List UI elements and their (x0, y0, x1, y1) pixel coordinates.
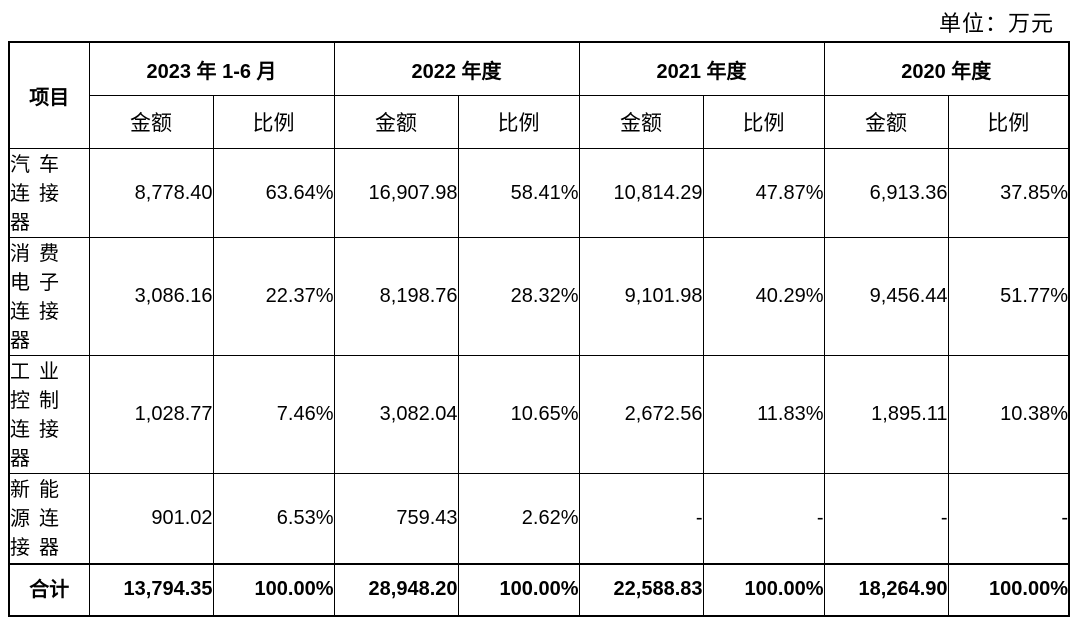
ratio-cell: 10.38% (947, 355, 1070, 474)
total-ratio-cell: 100.00% (212, 562, 335, 616)
amount-cell: 3,082.04 (333, 355, 459, 474)
table-row-industrial-control-connectors: 工业控制连接器 1,028.77 7.46% 3,082.04 10.65% 2… (8, 355, 1070, 474)
ratio-header: 比例 (702, 95, 825, 149)
header-row-periods: 项目 2023 年 1-6 月 2022 年度 2021 年度 2020 年度 (8, 41, 1070, 149)
ratio-cell: 51.77% (947, 237, 1070, 356)
amount-cell: - (578, 473, 704, 564)
total-amount-cell: 28,948.20 (333, 562, 459, 616)
amount-cell: 2,672.56 (578, 355, 704, 474)
amount-cell: 9,101.98 (578, 237, 704, 356)
total-ratio-cell: 100.00% (947, 562, 1070, 616)
ratio-cell: 58.41% (457, 148, 580, 238)
total-amount-cell: 13,794.35 (88, 562, 214, 616)
ratio-cell: 47.87% (702, 148, 825, 238)
amount-cell: 9,456.44 (823, 237, 949, 356)
header-row-metrics: 金额 比例 金额 比例 金额 比例 金额 比例 (9, 95, 1070, 149)
ratio-cell: 7.46% (212, 355, 335, 474)
period-header: 2022 年度 (333, 41, 580, 96)
row-label: 工业控制连接器 (8, 355, 90, 474)
total-ratio-cell: 100.00% (457, 562, 580, 616)
table-row-new-energy-connectors: 新能源连接器 901.02 6.53% 759.43 2.62% - - - - (8, 473, 1070, 564)
total-label: 合计 (8, 562, 90, 616)
amount-cell: 901.02 (88, 473, 214, 564)
amount-cell: 10,814.29 (578, 148, 704, 238)
row-label: 消费电子连接器 (8, 237, 90, 356)
amount-cell: 6,913.36 (823, 148, 949, 238)
item-header: 项目 (8, 41, 90, 149)
amount-cell: 1,028.77 (88, 355, 214, 474)
ratio-cell: 11.83% (702, 355, 825, 474)
amount-cell: 8,198.76 (333, 237, 459, 356)
ratio-cell: 37.85% (947, 148, 1070, 238)
period-header: 2021 年度 (578, 41, 825, 96)
ratio-cell: 40.29% (702, 237, 825, 356)
ratio-cell: 10.65% (457, 355, 580, 474)
table-row-consumer-electronics-connectors: 消费电子连接器 3,086.16 22.37% 8,198.76 28.32% … (8, 237, 1070, 356)
amount-header: 金额 (823, 95, 949, 149)
amount-header: 金额 (88, 95, 214, 149)
revenue-by-product-table: 项目 2023 年 1-6 月 2022 年度 2021 年度 2020 年度 … (8, 41, 1071, 617)
amount-cell: 759.43 (333, 473, 459, 564)
ratio-cell: - (947, 473, 1070, 564)
ratio-header: 比例 (947, 95, 1070, 149)
ratio-cell: - (702, 473, 825, 564)
amount-header: 金额 (578, 95, 704, 149)
amount-cell: 16,907.98 (333, 148, 459, 238)
ratio-cell: 22.37% (212, 237, 335, 356)
total-ratio-cell: 100.00% (702, 562, 825, 616)
ratio-header: 比例 (212, 95, 335, 149)
amount-header: 金额 (333, 95, 459, 149)
amount-cell: 3,086.16 (88, 237, 214, 356)
ratio-cell: 2.62% (457, 473, 580, 564)
amount-cell: 8,778.40 (88, 148, 214, 238)
table-row-total: 合计 13,794.35 100.00% 28,948.20 100.00% 2… (8, 562, 1070, 616)
period-header: 2020 年度 (823, 41, 1070, 96)
ratio-cell: 28.32% (457, 237, 580, 356)
amount-cell: 1,895.11 (823, 355, 949, 474)
unit-label: 单位：万元 (938, 12, 1054, 37)
row-label: 汽车连接器 (8, 148, 90, 238)
ratio-header: 比例 (457, 95, 580, 149)
ratio-cell: 6.53% (212, 473, 335, 564)
ratio-cell: 63.64% (212, 148, 335, 238)
amount-cell: - (823, 473, 949, 564)
total-amount-cell: 22,588.83 (578, 562, 704, 616)
row-label: 新能源连接器 (8, 473, 90, 564)
total-amount-cell: 18,264.90 (823, 562, 949, 616)
period-header: 2023 年 1-6 月 (88, 41, 335, 96)
table-row-automotive-connectors: 汽车连接器 8,778.40 63.64% 16,907.98 58.41% 1… (8, 148, 1070, 238)
